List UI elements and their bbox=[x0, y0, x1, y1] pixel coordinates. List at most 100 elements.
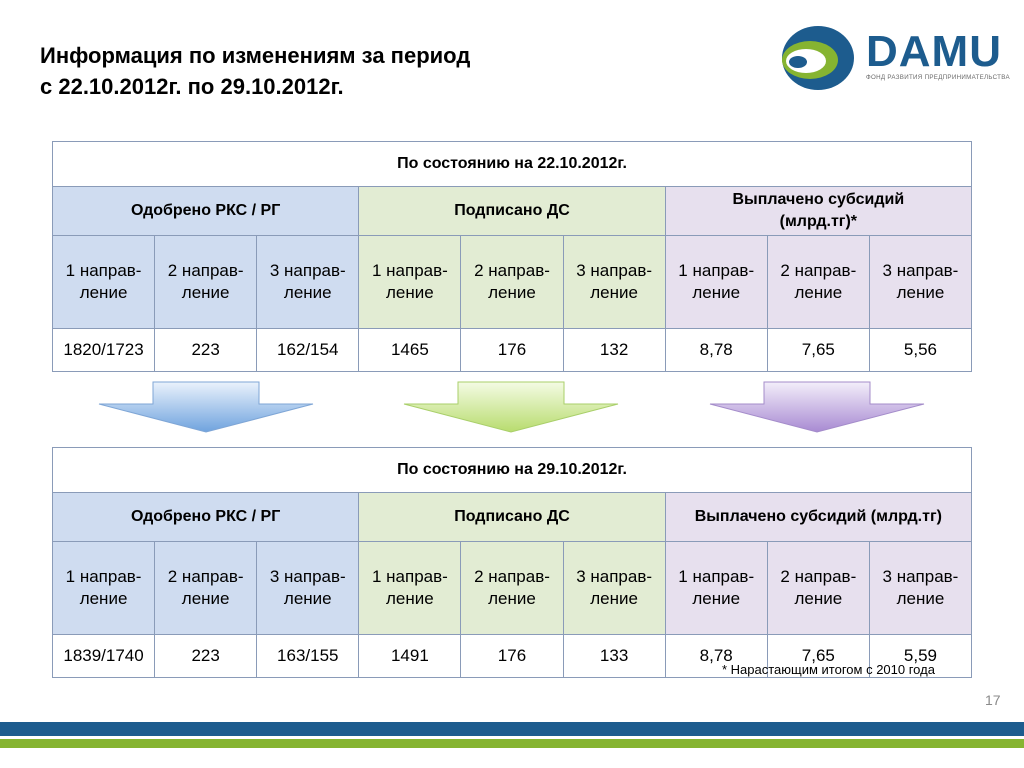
value-cell: 176 bbox=[460, 634, 564, 678]
group-approved: Одобрено РКС / РГ bbox=[51, 186, 360, 236]
direction-label: ление bbox=[590, 589, 638, 608]
values-row: 1820/1723 223 162/154 1465 176 132 8,78 … bbox=[51, 328, 973, 372]
direction-header: 1 направ-ление bbox=[51, 541, 156, 635]
direction-label: ление bbox=[488, 589, 536, 608]
status-table-22-10-2012: По состоянию на 22.10.2012г. Одобрено РК… bbox=[51, 141, 973, 372]
value-cell: 223 bbox=[154, 634, 258, 678]
direction-label: 2 направ- bbox=[167, 261, 244, 280]
group-header-row: Одобрено РКС / РГ Подписано ДС Выплачено… bbox=[51, 186, 973, 236]
direction-label: ление bbox=[283, 589, 332, 608]
transition-arrows bbox=[98, 381, 925, 433]
direction-label: 3 направ- bbox=[576, 261, 653, 280]
direction-header: 3 направ-ление bbox=[562, 235, 666, 329]
arrow-down-icon bbox=[403, 381, 619, 433]
direction-label: 3 направ- bbox=[882, 567, 959, 586]
value-cell: 223 bbox=[154, 328, 258, 372]
direction-label: ление bbox=[590, 283, 638, 302]
direction-label: ление bbox=[386, 283, 434, 302]
direction-label: ление bbox=[181, 283, 230, 302]
logo-subtitle: ФОНД РАЗВИТИЯ ПРЕДПРИНИМАТЕЛЬСТВА bbox=[866, 74, 1010, 81]
damu-logo-emblem bbox=[782, 26, 854, 90]
direction-header: 1 направ-ление bbox=[51, 235, 156, 329]
direction-label: ление bbox=[794, 283, 843, 302]
direction-label: 3 направ- bbox=[269, 261, 346, 280]
value-cell: 163/155 bbox=[256, 634, 360, 678]
direction-label: ление bbox=[692, 589, 741, 608]
direction-label: 3 направ- bbox=[269, 567, 346, 586]
group-signed: Подписано ДС bbox=[358, 492, 666, 542]
direction-header: 3 направ-ление bbox=[256, 235, 360, 329]
direction-label: 2 направ- bbox=[780, 567, 857, 586]
direction-label: ление bbox=[896, 283, 945, 302]
direction-label: ление bbox=[896, 589, 945, 608]
value-cell: 1839/1740 bbox=[51, 634, 156, 678]
footnote: * Нарастающим итогом с 2010 года bbox=[722, 662, 935, 677]
direction-label: 3 направ- bbox=[576, 567, 653, 586]
table-heading-row: По состоянию на 29.10.2012г. bbox=[52, 447, 972, 493]
direction-label: ление bbox=[79, 589, 128, 608]
value-cell: 7,65 bbox=[766, 634, 870, 678]
direction-header: 3 направ-ление bbox=[256, 541, 360, 635]
direction-header: 2 направ-ление bbox=[460, 235, 564, 329]
direction-label: ление bbox=[79, 283, 128, 302]
table-heading: По состоянию на 22.10.2012г. bbox=[52, 141, 972, 187]
direction-header: 2 направ-ление bbox=[766, 235, 870, 329]
value-cell: 1820/1723 bbox=[51, 328, 156, 372]
slide-title-line-2: с 22.10.2012г. по 29.10.2012г. bbox=[40, 74, 344, 99]
footer-band-green bbox=[0, 739, 1024, 748]
direction-header-row: 1 направ-ление 2 направ-ление 3 направ-л… bbox=[51, 235, 973, 329]
direction-label: 2 направ- bbox=[167, 567, 244, 586]
direction-label: 2 направ- bbox=[474, 567, 550, 586]
direction-label: ление bbox=[181, 589, 230, 608]
arrow-down-icon bbox=[709, 381, 925, 433]
direction-header: 1 направ-ление bbox=[358, 235, 462, 329]
direction-label: ление bbox=[386, 589, 434, 608]
direction-label: ление bbox=[488, 283, 536, 302]
status-table-29-10-2012: По состоянию на 29.10.2012г. Одобрено РК… bbox=[51, 447, 973, 678]
value-cell: 162/154 bbox=[256, 328, 360, 372]
value-cell: 133 bbox=[562, 634, 666, 678]
direction-label: ление bbox=[283, 283, 332, 302]
value-cell: 8,78 bbox=[664, 328, 768, 372]
direction-label: 1 направ- bbox=[371, 567, 448, 586]
page-number: 17 bbox=[985, 692, 1001, 708]
value-cell: 1491 bbox=[358, 634, 462, 678]
direction-label: 2 направ- bbox=[474, 261, 550, 280]
direction-header: 1 направ-ление bbox=[664, 541, 768, 635]
value-cell: 7,65 bbox=[766, 328, 870, 372]
footer-band-gap bbox=[0, 736, 1024, 739]
direction-header-row: 1 направ-ление 2 направ-ление 3 направ-л… bbox=[51, 541, 973, 635]
direction-label: 1 направ- bbox=[65, 261, 142, 280]
value-cell: 176 bbox=[460, 328, 564, 372]
group-paid-line-2: (млрд.тг)* bbox=[779, 213, 857, 230]
group-header-row: Одобрено РКС / РГ Подписано ДС Выплачено… bbox=[51, 492, 973, 542]
direction-header: 3 направ-ление bbox=[868, 235, 973, 329]
values-row: 1839/1740 223 163/155 1491 176 133 8,78 … bbox=[51, 634, 973, 678]
slide-title: Информация по изменениям за период с 22.… bbox=[40, 40, 470, 102]
value-cell: 132 bbox=[562, 328, 666, 372]
direction-header: 1 направ-ление bbox=[358, 541, 462, 635]
logo-wordmark: DAMU bbox=[866, 27, 1002, 76]
direction-label: 1 направ- bbox=[371, 261, 448, 280]
group-approved: Одобрено РКС / РГ bbox=[51, 492, 360, 542]
table-heading: По состоянию на 29.10.2012г. bbox=[52, 447, 972, 493]
direction-label: 1 направ- bbox=[678, 261, 755, 280]
direction-label: ление bbox=[692, 283, 741, 302]
group-paid: Выплачено субсидий (млрд.тг) bbox=[664, 492, 973, 542]
footer-band-blue bbox=[0, 722, 1024, 736]
direction-label: 1 направ- bbox=[65, 567, 142, 586]
direction-header: 3 направ-ление bbox=[562, 541, 666, 635]
direction-header: 2 направ-ление bbox=[766, 541, 870, 635]
group-paid: Выплачено субсидий (млрд.тг)* bbox=[664, 186, 973, 236]
direction-label: ление bbox=[794, 589, 843, 608]
direction-header: 2 направ-ление bbox=[154, 541, 258, 635]
value-cell: 8,78 bbox=[664, 634, 768, 678]
direction-header: 2 направ-ление bbox=[154, 235, 258, 329]
slide-title-line-1: Информация по изменениям за период bbox=[40, 43, 471, 68]
direction-header: 1 направ-ление bbox=[664, 235, 768, 329]
direction-header: 3 направ-ление bbox=[868, 541, 973, 635]
direction-label: 2 направ- bbox=[780, 261, 857, 280]
direction-label: 1 направ- bbox=[678, 567, 755, 586]
value-cell: 1465 bbox=[358, 328, 462, 372]
table-heading-row: По состоянию на 22.10.2012г. bbox=[52, 141, 972, 187]
